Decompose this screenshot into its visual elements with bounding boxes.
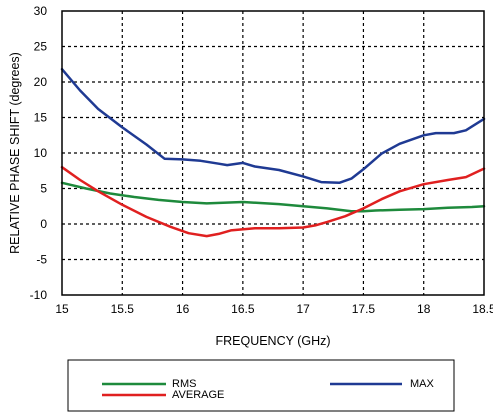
grid [62, 11, 484, 295]
series-lines [60, 67, 486, 238]
series-line-rms [60, 181, 486, 213]
y-tick-label: -5 [36, 253, 47, 267]
y-tick-label: 10 [34, 146, 48, 160]
x-axis-title: FREQUENCY (GHz) [215, 334, 330, 348]
x-tick-label: 18 [417, 302, 431, 316]
series-line-max [60, 67, 486, 185]
x-tick-label: 17 [296, 302, 310, 316]
legend-label-average: AVERAGE [172, 389, 224, 401]
y-axis-title: RELATIVE PHASE SHIFT (degrees) [8, 52, 22, 254]
x-tick-label: 15 [55, 302, 69, 316]
y-tick-label: 5 [40, 182, 47, 196]
y-tick-label: 0 [40, 217, 47, 231]
y-tick-label: 25 [34, 40, 48, 54]
x-tick-labels: 15 15.5 16 16.5 17 17.5 18 18.5 [55, 302, 493, 316]
legend: RMS AVERAGE MAX [67, 359, 455, 412]
legend-box [67, 359, 455, 412]
legend-label-max: MAX [410, 378, 435, 390]
y-tick-label: 30 [34, 4, 48, 18]
x-tick-label: 16 [176, 302, 190, 316]
x-tick-label: 18.5 [472, 302, 493, 316]
y-tick-label: -10 [30, 288, 48, 302]
x-tick-label: 17.5 [352, 302, 376, 316]
series-line-average [60, 165, 486, 238]
y-tick-label: 15 [34, 111, 48, 125]
x-tick-label: 16.5 [231, 302, 255, 316]
y-tick-label: 20 [34, 75, 48, 89]
legend-label-rms: RMS [172, 378, 196, 390]
plot-frame [61, 10, 485, 296]
x-tick-label: 15.5 [111, 302, 135, 316]
y-tick-labels: -10 -5 0 5 10 15 20 25 30 [30, 4, 48, 302]
